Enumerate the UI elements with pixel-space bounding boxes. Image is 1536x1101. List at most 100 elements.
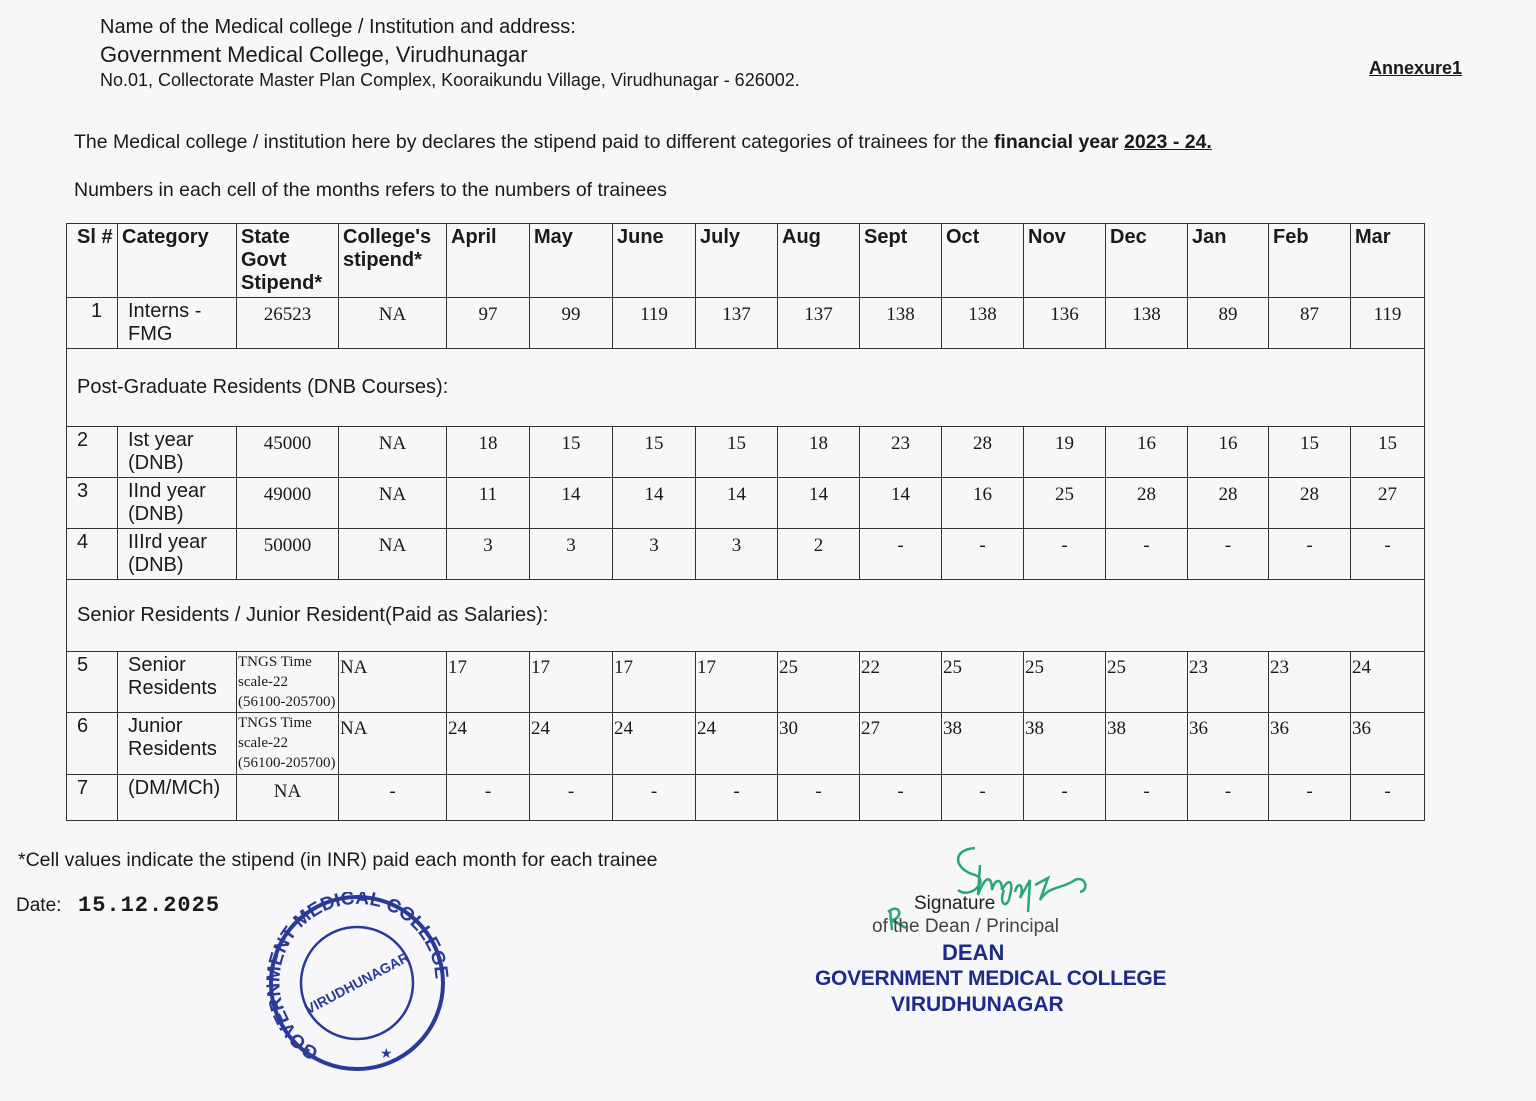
month-cell: - bbox=[1105, 774, 1188, 821]
month-cell: 2 bbox=[777, 528, 860, 580]
signature-label: Signature bbox=[914, 893, 996, 914]
column-header: Feb bbox=[1268, 223, 1351, 298]
category-cell: Ist year (DNB) bbox=[117, 426, 237, 478]
category-cell: Senior Residents bbox=[117, 651, 237, 713]
star-icon: ★ bbox=[380, 1045, 393, 1061]
month-cell: - bbox=[859, 528, 942, 580]
month-cell: 17 bbox=[446, 651, 530, 713]
column-header: College's stipend* bbox=[338, 223, 447, 298]
month-cell: 30 bbox=[777, 712, 860, 775]
month-cell: - bbox=[1268, 774, 1351, 821]
month-cell: 14 bbox=[612, 477, 696, 529]
month-cell: 97 bbox=[446, 297, 530, 349]
month-cell: 138 bbox=[859, 297, 942, 349]
month-cell: 23 bbox=[1268, 651, 1351, 713]
table-row: 4 IIIrd year (DNB) 50000 NA 3 3 3 3 2- - - - - - - bbox=[66, 528, 1425, 580]
month-cell: 18 bbox=[446, 426, 530, 478]
footnote: *Cell values indicate the stipend (in IN… bbox=[18, 849, 658, 871]
month-cell: 138 bbox=[1105, 297, 1188, 349]
sl-cell: 3 bbox=[66, 477, 118, 529]
month-cell: 28 bbox=[1268, 477, 1351, 529]
column-header: June bbox=[612, 223, 696, 298]
column-header: Sl # bbox=[66, 223, 118, 298]
month-cell: 16 bbox=[941, 477, 1024, 529]
college-stipend-cell: NA bbox=[338, 426, 447, 478]
month-cell: 24 bbox=[612, 712, 696, 775]
month-cell: - bbox=[1350, 774, 1425, 821]
college-stipend-cell: NA bbox=[338, 528, 447, 580]
month-cell: 25 bbox=[941, 651, 1024, 713]
date-label: Date: bbox=[16, 895, 62, 916]
annexure-label: Annexure1 bbox=[1369, 58, 1463, 78]
month-cell: - bbox=[446, 774, 530, 821]
table-note: Numbers in each cell of the months refer… bbox=[74, 179, 667, 201]
month-cell: - bbox=[941, 528, 1024, 580]
month-cell: 24 bbox=[1350, 651, 1425, 713]
month-cell: - bbox=[1023, 528, 1106, 580]
month-cell: 36 bbox=[1187, 712, 1269, 775]
month-cell: 23 bbox=[1187, 651, 1269, 713]
sl-cell: 1 bbox=[66, 297, 118, 349]
college-stipend-cell: NA bbox=[338, 297, 447, 349]
college-stipend-cell: - bbox=[338, 774, 447, 821]
month-cell: 17 bbox=[695, 651, 778, 713]
table-row: 5 Senior Residents TNGS Time scale-22 (561… bbox=[66, 651, 1425, 713]
table-row: 3 IInd year (DNB) 49000 NA 11 14 14 14 14 14 16 25 2… bbox=[66, 477, 1425, 529]
month-cell: 14 bbox=[859, 477, 942, 529]
section-heading: Senior Residents / Junior Resident(Paid … bbox=[66, 579, 1425, 652]
month-cell: 24 bbox=[529, 712, 613, 775]
month-cell: 15 bbox=[529, 426, 613, 478]
state-stipend-cell: 45000 bbox=[236, 426, 339, 478]
month-cell: 28 bbox=[941, 426, 1024, 478]
column-header: Nov bbox=[1023, 223, 1106, 298]
stamp-place: VIRUDHUNAGAR bbox=[891, 993, 1064, 1016]
state-stipend-cell: 49000 bbox=[236, 477, 339, 529]
month-cell: 24 bbox=[446, 712, 530, 775]
month-cell: 25 bbox=[777, 651, 860, 713]
table-row: 6 Junior Residents TNGS Time scale-22 (561… bbox=[66, 712, 1425, 775]
month-cell: 25 bbox=[1023, 477, 1106, 529]
category-cell: Junior Residents bbox=[117, 712, 237, 775]
month-cell: 19 bbox=[1023, 426, 1106, 478]
month-cell: 25 bbox=[1105, 651, 1188, 713]
month-cell: 3 bbox=[446, 528, 530, 580]
category-cell: (DM/MCh) bbox=[117, 774, 237, 821]
column-header: Mar bbox=[1350, 223, 1425, 298]
month-cell: - bbox=[1268, 528, 1351, 580]
month-cell: 119 bbox=[1350, 297, 1425, 349]
month-cell: - bbox=[777, 774, 860, 821]
college-stipend-cell: NA bbox=[338, 477, 447, 529]
column-header: Dec bbox=[1105, 223, 1188, 298]
state-stipend-cell: TNGS Time scale-22 (56100-205700) bbox=[236, 712, 339, 775]
sl-cell: 5 bbox=[66, 651, 118, 713]
category-cell: Interns - FMG bbox=[117, 297, 237, 349]
table-row: 7 (DM/MCh) NA - - - - - - - - - - - - - bbox=[66, 774, 1425, 821]
category-cell: IInd year (DNB) bbox=[117, 477, 237, 529]
month-cell: 87 bbox=[1268, 297, 1351, 349]
table-row: 1 Interns - FMG 26523 NA 97 99 119 137 137 138 138… bbox=[66, 297, 1425, 349]
month-cell: - bbox=[1187, 774, 1269, 821]
college-name: Government Medical College, Virudhunagar bbox=[100, 42, 528, 67]
month-cell: 14 bbox=[777, 477, 860, 529]
sl-cell: 4 bbox=[66, 528, 118, 580]
month-cell: 15 bbox=[695, 426, 778, 478]
column-header: Category bbox=[117, 223, 237, 298]
month-cell: 14 bbox=[695, 477, 778, 529]
seal-inner-text: VIRUDHUNAGAR bbox=[302, 949, 411, 1017]
month-cell: 38 bbox=[941, 712, 1024, 775]
stipend-table: Sl # Category State Govt Stipend* College's… bbox=[66, 223, 1425, 821]
month-cell: 38 bbox=[1105, 712, 1188, 775]
month-cell: - bbox=[1105, 528, 1188, 580]
month-cell: 15 bbox=[612, 426, 696, 478]
month-cell: 14 bbox=[529, 477, 613, 529]
financial-year: 2023 - 24. bbox=[1124, 131, 1212, 153]
month-cell: 27 bbox=[859, 712, 942, 775]
column-header: July bbox=[695, 223, 778, 298]
date-value: 15.12.2025 bbox=[78, 893, 221, 918]
college-stipend-cell: NA bbox=[338, 651, 447, 713]
column-header: Aug bbox=[777, 223, 860, 298]
month-cell: 27 bbox=[1350, 477, 1425, 529]
month-cell: - bbox=[941, 774, 1024, 821]
month-cell: 16 bbox=[1105, 426, 1188, 478]
month-cell: 89 bbox=[1187, 297, 1269, 349]
